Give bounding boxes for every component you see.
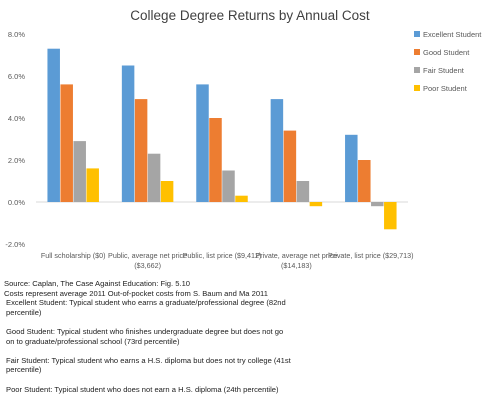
bar-poor-student <box>309 202 323 207</box>
bar-excellent-student <box>270 99 284 202</box>
bar-poor-student <box>86 168 99 202</box>
bar-chart: 8.0% 6.0% 4.0% 2.0% 0.0% -2.0% Full scholarshi… <box>5 30 482 270</box>
chart-title: College Degree Returns by Annual Cost <box>130 8 370 23</box>
source-note: Source: Caplan, The Case Against Educati… <box>4 279 191 288</box>
bar-poor-student <box>160 181 174 202</box>
category-label: Public, list price ($9,412) <box>183 251 262 260</box>
category-label: Private, average net price <box>255 251 337 260</box>
y-tick-label: 8.0% <box>8 30 25 39</box>
poor-definition-line-1: Poor Student: Typical student who does n… <box>6 384 279 394</box>
category-label: Public, average net price <box>108 251 187 260</box>
fair-definition-line-1: Fair Student: Typical student who earns … <box>6 355 291 365</box>
chart-notes: Source: Caplan, The Case Against Educati… <box>4 279 496 394</box>
bar-good-student <box>60 84 73 202</box>
y-tick-label: 0.0% <box>8 198 25 207</box>
good-definition-line-1: Good Student: Typical student who finish… <box>6 326 284 336</box>
bar-excellent-student <box>345 134 358 202</box>
legend-label: Excellent Student <box>423 30 482 39</box>
bar-poor-student <box>384 202 397 230</box>
y-tick-label: 6.0% <box>8 72 25 81</box>
costs-note: Costs represent average 2011 Out-of-pock… <box>4 288 268 298</box>
legend-label: Poor Student <box>423 84 468 93</box>
category-label: ($3,662) <box>134 261 161 270</box>
excellent-definition-line-1: Excellent Student: Typical student who e… <box>6 298 286 308</box>
bar-good-student <box>134 99 148 202</box>
bar-good-student <box>209 118 222 202</box>
bar-fair-student <box>73 141 86 202</box>
legend-label: Good Student <box>423 48 470 57</box>
bar-excellent-student <box>196 84 209 202</box>
legend-swatch <box>414 49 420 55</box>
category-label: ($14,183) <box>281 261 312 270</box>
fair-definition-line-2: percentile) <box>6 365 42 375</box>
bar-fair-student <box>147 153 161 202</box>
bar-fair-student <box>296 181 310 202</box>
legend-swatch <box>414 67 420 73</box>
bar-excellent-student <box>121 65 135 202</box>
legend-swatch <box>414 85 420 91</box>
category-label: Private, list price ($29,713) <box>328 251 414 260</box>
bar-fair-student <box>371 202 384 207</box>
chart-area: College Degree Returns by Annual Cost 8.… <box>5 8 482 270</box>
bar-excellent-student <box>47 48 60 203</box>
legend-label: Fair Student <box>423 66 465 75</box>
good-definition-line-2: on to graduate/professional school (73rd… <box>6 336 180 346</box>
legend-swatch <box>414 31 420 37</box>
excellent-definition-line-2: percentile) <box>6 307 42 317</box>
y-tick-label: 2.0% <box>8 156 25 165</box>
bar-good-student <box>283 130 297 202</box>
bar-poor-student <box>235 195 248 202</box>
y-tick-label: -2.0% <box>5 240 25 249</box>
bar-good-student <box>358 160 371 202</box>
category-label: Full scholarship ($0) <box>41 251 106 260</box>
bar-fair-student <box>222 170 235 202</box>
y-tick-label: 4.0% <box>8 114 25 123</box>
